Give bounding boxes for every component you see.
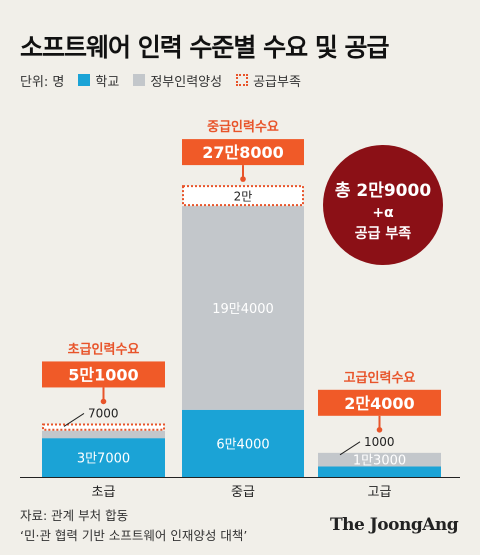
unit-label: 단위: 명 [20, 74, 65, 90]
bar-beginner-shortage [42, 423, 165, 431]
legend-item-government: 정부인력양성 [133, 71, 222, 90]
label-intermediate-shortage: 2만 [234, 190, 253, 204]
demand-title-advanced: 고급인력수요 [344, 370, 416, 386]
legend-swatch-school [78, 74, 91, 86]
label-beginner-school: 3만7000 [77, 452, 130, 467]
label-advanced-shortage: 1000 [364, 435, 395, 449]
bar-advanced-school [318, 466, 441, 477]
source-line-2: ‘민·관 협력 기반 소프트웨어 인재양성 대책’ [20, 528, 248, 543]
category-label-advanced: 고급 [368, 485, 392, 500]
leader-advanced-shortage [339, 441, 361, 456]
label-intermediate-school: 6만4000 [216, 437, 269, 452]
callout-total: 총 2만9000 [335, 181, 432, 201]
bar-beginner-school [42, 438, 165, 477]
label-intermediate-government: 19만4000 [212, 302, 274, 317]
source-note: 자료: 관계 부처 합동 ‘민·관 협력 기반 소프트웨어 인재양성 대책’ [20, 506, 247, 546]
source-line-1: 자료: 관계 부처 합동 [20, 508, 129, 523]
legend-item-school: 학교 [78, 71, 119, 90]
demand-box-advanced [318, 389, 441, 416]
chart-title: 소프트웨어 인력 수준별 수요 및 공급 [20, 33, 390, 62]
legend-label-shortage: 공급부족 [253, 74, 301, 90]
connector-dot-intermediate [240, 176, 246, 182]
bar-intermediate-school [182, 409, 304, 477]
demand-title-beginner: 초급인력수요 [68, 341, 140, 357]
legend-item-shortage: 공급부족 [236, 71, 301, 90]
bar-intermediate-shortage [182, 185, 304, 207]
legend: 단위: 명 학교 정부인력양성 공급부족 [20, 70, 315, 90]
category-label-beginner: 초급 [92, 485, 116, 500]
brand-logo: The JoongAng [330, 515, 459, 535]
legend-label-school: 학교 [95, 74, 120, 90]
callout-shortage: 공급 부족 [355, 226, 412, 242]
category-label-intermediate: 중급 [231, 485, 255, 500]
demand-box-beginner [42, 361, 165, 388]
legend-swatch-shortage [236, 74, 249, 86]
label-advanced-government: 1만3000 [353, 454, 406, 469]
leader-beginner-shortage [63, 413, 85, 427]
legend-swatch-government [133, 74, 146, 86]
legend-label-government: 정부인력양성 [150, 74, 223, 90]
bar-beginner-government [42, 430, 165, 439]
bar-intermediate-government [182, 206, 304, 410]
callout-plus-alpha: +α [372, 205, 394, 221]
connector-dot-beginner [100, 398, 107, 405]
demand-box-intermediate [182, 139, 304, 166]
shortage-callout-circle [323, 145, 443, 265]
label-beginner-shortage: 7000 [88, 406, 119, 420]
connector-dot-advanced [376, 427, 383, 433]
demand-value-intermediate: 27만8000 [202, 143, 284, 162]
demand-value-advanced: 2만4000 [344, 394, 414, 413]
demand-title-intermediate: 중급인력수요 [207, 119, 279, 135]
demand-value-beginner: 5만1000 [68, 365, 138, 384]
bar-advanced-government [318, 452, 441, 467]
